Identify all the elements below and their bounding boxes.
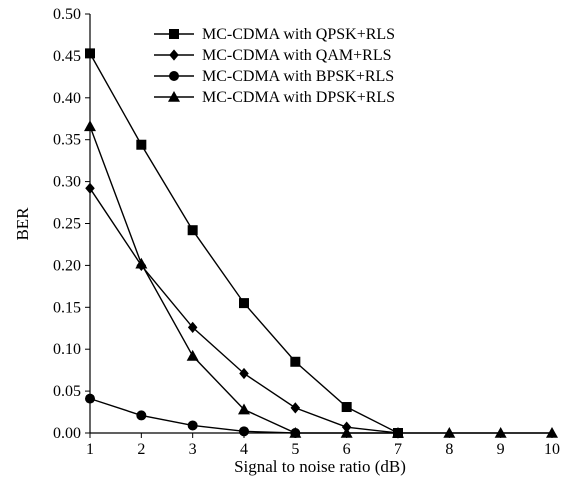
legend-label: MC-CDMA with BPSK+RLS xyxy=(202,68,394,85)
series-square xyxy=(85,48,403,438)
series-circle xyxy=(85,393,301,438)
legend-item: MC-CDMA with QPSK+RLS xyxy=(154,26,395,43)
y-tick-label: 0.35 xyxy=(53,132,81,149)
square-marker xyxy=(85,48,95,59)
y-tick-label: 0.20 xyxy=(53,257,81,274)
y-tick-label: 0.15 xyxy=(53,299,81,316)
y-tick-label: 0.10 xyxy=(53,341,81,358)
series-layer xyxy=(84,48,558,439)
x-tick-label: 10 xyxy=(544,441,560,458)
square-marker xyxy=(341,402,352,413)
legend-item: MC-CDMA with BPSK+RLS xyxy=(154,68,394,85)
diamond-marker xyxy=(85,182,95,194)
x-tick-label: 9 xyxy=(497,441,505,458)
legend: MC-CDMA with QPSK+RLS MC-CDMA with QAM+RL… xyxy=(154,26,395,106)
triangle-marker xyxy=(84,120,96,132)
x-tick-label: 2 xyxy=(137,441,145,458)
triangle-marker xyxy=(238,403,250,415)
series-diamond xyxy=(85,182,403,439)
triangle-marker xyxy=(289,427,302,438)
x-tick-label: 4 xyxy=(240,441,248,458)
y-tick-label: 0.05 xyxy=(53,383,81,400)
circle-marker xyxy=(187,420,198,431)
series-line xyxy=(89,126,552,434)
x-tick-label: 1 xyxy=(86,441,94,458)
triangle-marker xyxy=(135,257,148,269)
diamond-marker xyxy=(239,367,249,380)
circle-marker xyxy=(136,410,147,421)
square-marker xyxy=(239,298,249,309)
x-axis-label: Signal to noise ratio (dB) xyxy=(234,457,406,476)
legend-item: MC-CDMA with QAM+RLS xyxy=(154,47,392,64)
triangle-marker xyxy=(340,427,353,438)
triangle-marker xyxy=(168,91,180,102)
diamond-marker xyxy=(169,49,179,61)
y-axis-label: BER xyxy=(13,207,32,241)
x-tick-label: 7 xyxy=(394,441,402,458)
y-tick-label: 0.00 xyxy=(53,425,81,442)
diamond-marker xyxy=(187,321,198,334)
circle-marker xyxy=(169,71,179,81)
square-marker xyxy=(136,139,147,150)
series-line xyxy=(89,187,399,434)
diamond-marker xyxy=(290,402,301,414)
x-tick-label: 6 xyxy=(343,441,351,458)
legend-label: MC-CDMA with DPSK+RLS xyxy=(202,89,395,106)
circle-marker xyxy=(239,426,249,437)
triangle-marker xyxy=(443,427,456,438)
triangle-marker xyxy=(546,427,558,438)
legend-item: MC-CDMA with DPSK+RLS xyxy=(154,89,395,106)
y-tick-label: 0.45 xyxy=(53,48,81,65)
y-tick-label: 0.30 xyxy=(53,174,81,191)
y-tick-label: 0.50 xyxy=(53,6,81,23)
legend-label: MC-CDMA with QAM+RLS xyxy=(202,47,392,64)
y-tick-label: 0.25 xyxy=(53,216,81,233)
x-tick-label: 8 xyxy=(445,441,453,458)
square-marker xyxy=(169,29,179,39)
axes: 0.00 0.05 0.10 0.15 0.20 0.25 0.30 0.35 0.40 0.45… xyxy=(53,6,560,458)
triangle-marker xyxy=(186,349,199,361)
triangle-marker xyxy=(494,427,507,438)
legend-label: MC-CDMA with QPSK+RLS xyxy=(202,26,395,43)
circle-marker xyxy=(85,393,95,404)
square-marker xyxy=(290,356,301,367)
x-tick-label: 3 xyxy=(189,441,197,458)
series-triangle xyxy=(84,120,558,438)
y-tick-label: 0.40 xyxy=(53,90,81,107)
x-tick-label: 5 xyxy=(291,441,299,458)
triangle-marker xyxy=(392,427,404,438)
square-marker xyxy=(187,225,198,236)
